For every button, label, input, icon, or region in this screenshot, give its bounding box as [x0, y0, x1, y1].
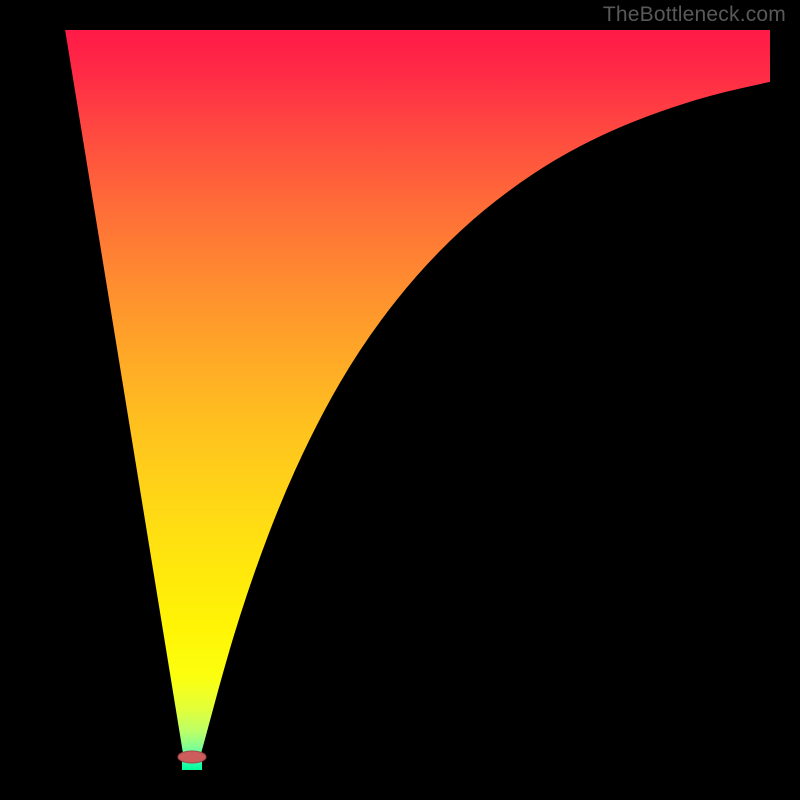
chart-svg — [30, 30, 770, 770]
optimal-marker — [178, 751, 206, 763]
gradient-fill — [30, 30, 770, 770]
bottleneck-chart — [30, 30, 770, 770]
watermark-text: TheBottleneck.com — [603, 3, 786, 27]
